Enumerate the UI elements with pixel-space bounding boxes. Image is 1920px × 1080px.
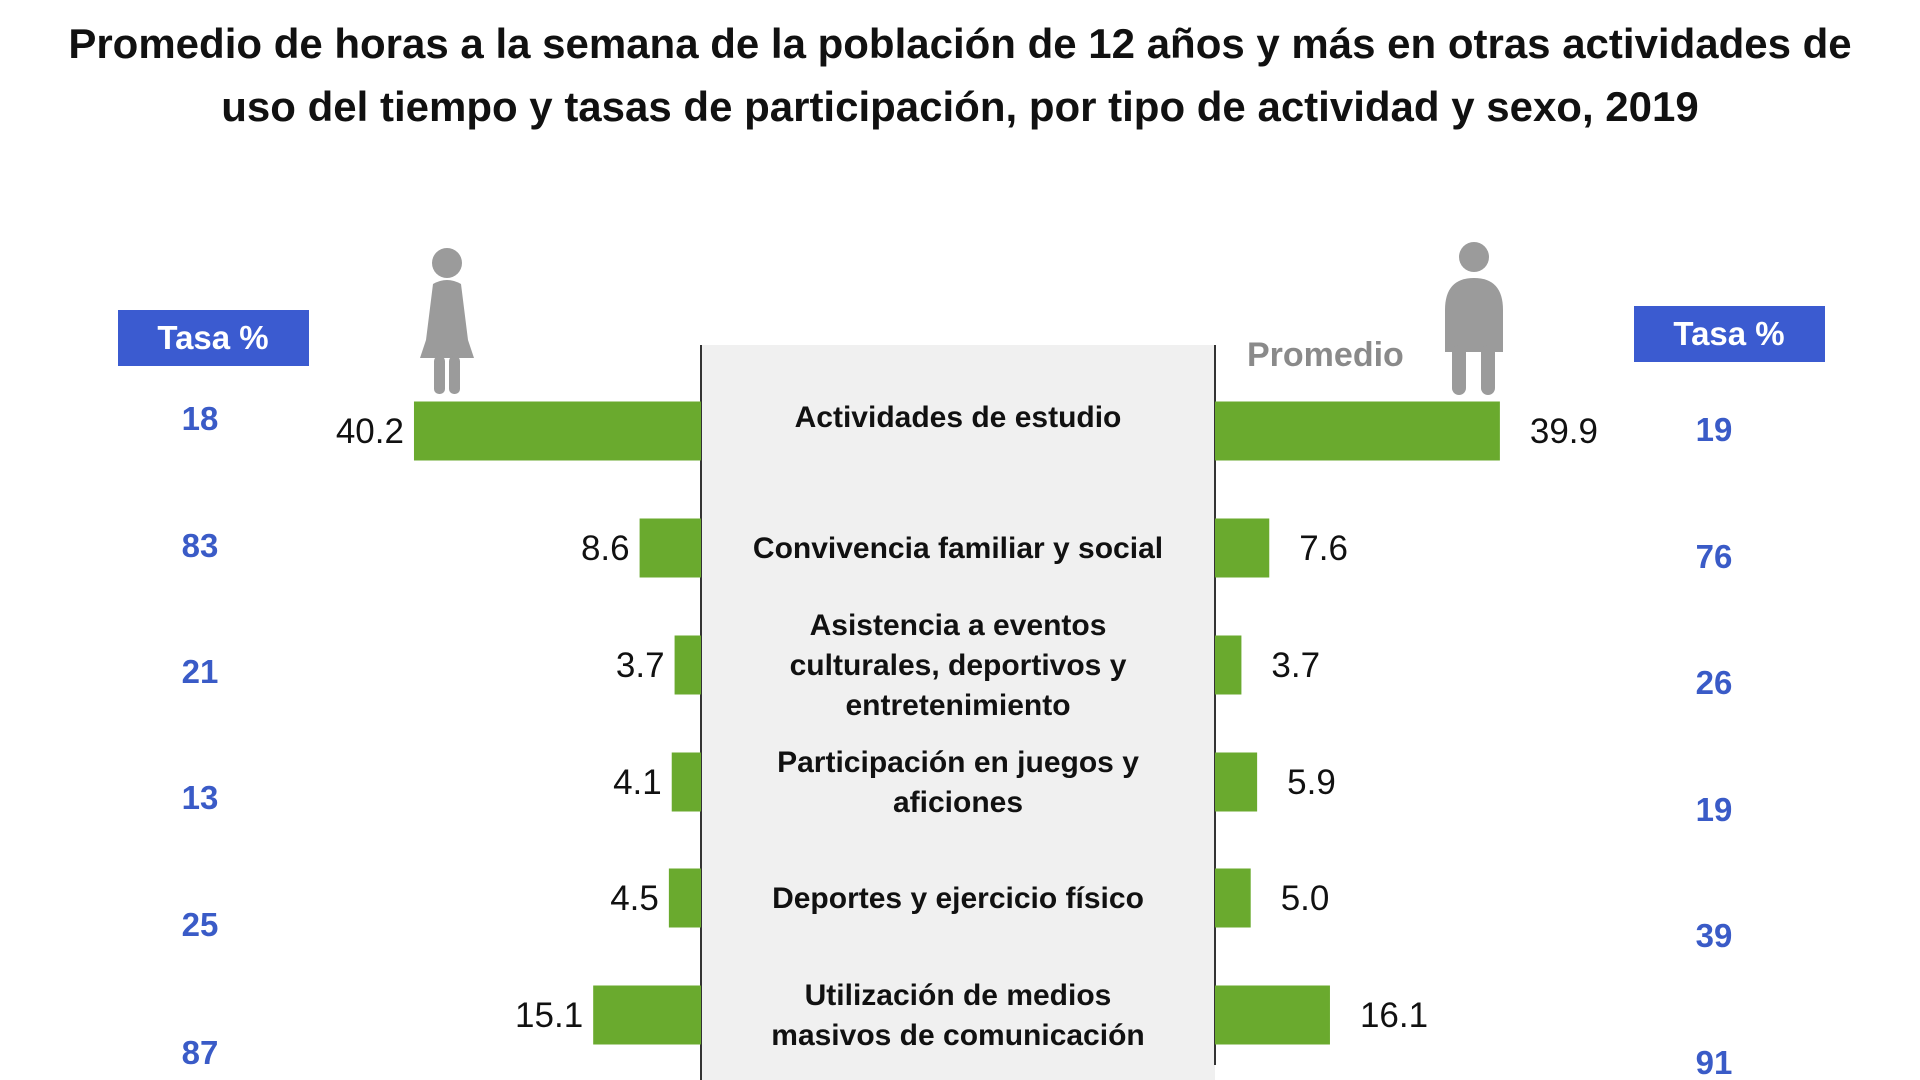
male-icon-leg xyxy=(1481,345,1495,395)
bar-female xyxy=(413,401,701,461)
value-label-female: 4.1 xyxy=(613,763,662,802)
tasa-header-box xyxy=(1634,306,1825,362)
value-label-female: 15.1 xyxy=(515,996,583,1035)
bar-female xyxy=(671,752,701,812)
value-label-male: 39.9 xyxy=(1530,412,1598,451)
category-label: Utilización de medios xyxy=(805,979,1112,1012)
bar-female xyxy=(674,635,701,695)
tasa-female: 18 xyxy=(182,400,219,437)
tasa-female: 21 xyxy=(182,653,219,690)
bar-female xyxy=(668,868,701,928)
category-label: Convivencia familiar y social xyxy=(753,532,1163,565)
tasa-female: 25 xyxy=(182,906,219,943)
category-label: Asistencia a eventos xyxy=(810,609,1107,642)
tasa-male: 26 xyxy=(1696,664,1733,701)
category-panel xyxy=(701,345,1215,1080)
female-icon-leg xyxy=(449,356,460,394)
bar-female xyxy=(593,985,701,1045)
male-icon-head xyxy=(1459,242,1489,272)
category-label: Participación en juegos y xyxy=(777,746,1139,779)
female-icon xyxy=(420,280,474,358)
promedio-label: Promedio xyxy=(1247,336,1404,374)
tasa-header: Tasa % xyxy=(1673,315,1784,352)
value-label-male: 7.6 xyxy=(1299,529,1348,568)
female-icon-leg xyxy=(434,356,445,394)
tasa-male: 76 xyxy=(1696,538,1733,575)
bar-male xyxy=(1215,985,1330,1045)
value-label-female: 3.7 xyxy=(616,646,665,685)
value-label-female: 4.5 xyxy=(610,879,659,918)
category-label: Deportes y ejercicio físico xyxy=(772,882,1144,915)
bar-male xyxy=(1215,752,1258,812)
value-label-male: 3.7 xyxy=(1271,646,1320,685)
tasa-male: 91 xyxy=(1696,1044,1733,1080)
value-label-male: 5.0 xyxy=(1281,879,1330,918)
category-label: culturales, deportivos y xyxy=(790,649,1127,682)
value-label-male: 5.9 xyxy=(1287,763,1336,802)
category-label: Actividades de estudio xyxy=(795,401,1122,434)
bar-male xyxy=(1215,868,1251,928)
tasa-male: 19 xyxy=(1696,411,1733,448)
bar-male xyxy=(1215,401,1500,461)
category-label: entretenimiento xyxy=(845,689,1070,722)
value-label-female: 8.6 xyxy=(581,529,630,568)
category-label: masivos de comunicación xyxy=(771,1019,1144,1052)
value-label-male: 16.1 xyxy=(1360,996,1428,1035)
tasa-header-box xyxy=(118,310,309,366)
male-icon xyxy=(1445,278,1503,352)
chart-title: Promedio de horas a la semana de la pobl… xyxy=(68,20,1852,130)
category-label: aficiones xyxy=(893,786,1023,819)
value-label-female: 40.2 xyxy=(336,412,404,451)
male-icon-leg xyxy=(1452,345,1466,395)
tasa-male: 39 xyxy=(1696,917,1733,954)
female-icon-head xyxy=(432,248,462,278)
tasa-female: 13 xyxy=(182,779,219,816)
tasa-female: 87 xyxy=(182,1034,219,1071)
bar-female xyxy=(639,518,701,578)
tasa-female: 83 xyxy=(182,527,219,564)
bar-male xyxy=(1215,518,1270,578)
tasa-male: 19 xyxy=(1696,791,1733,828)
tasa-header: Tasa % xyxy=(157,319,268,356)
bar-male xyxy=(1215,635,1242,695)
